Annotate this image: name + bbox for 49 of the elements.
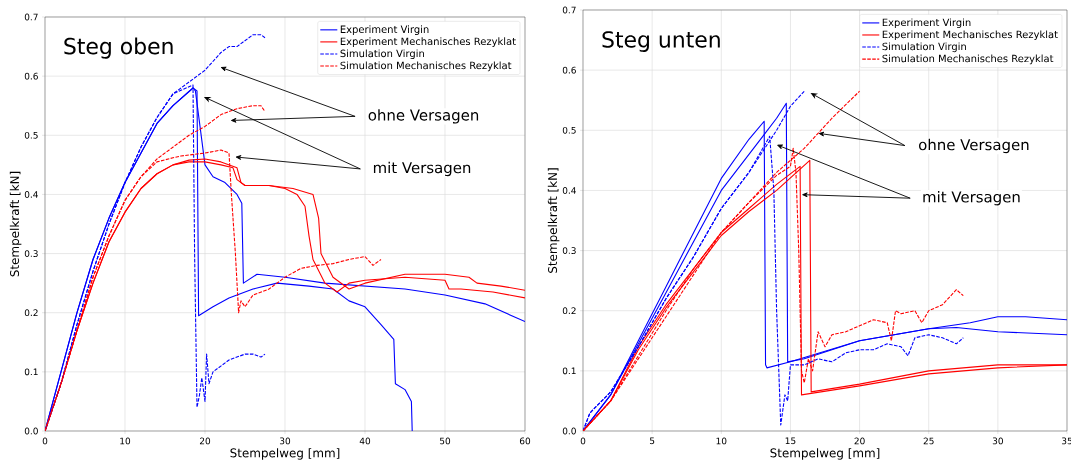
x-tick-label: 20 <box>199 437 211 445</box>
x-tick-label: 0 <box>580 437 586 445</box>
legend-label: Simulation Mechanisches Rezyklat <box>340 61 512 72</box>
x-tick-label: 25 <box>923 437 934 445</box>
x-tick-label: 20 <box>854 437 865 445</box>
x-tick-label: 35 <box>1061 437 1071 445</box>
annotation: ohne Versagen <box>918 138 1029 154</box>
y-tick-label: 0.2 <box>562 307 576 315</box>
y-tick-label: 0.0 <box>24 427 38 435</box>
legend-label: Experiment Virgin <box>882 18 971 29</box>
x-axis-title: Stempelweg [mm] <box>230 448 340 460</box>
x-tick-label: 30 <box>992 437 1003 445</box>
x-tick-label: 0 <box>42 437 48 445</box>
y-tick-label: 0.3 <box>24 250 38 257</box>
y-tick-label: 0.3 <box>562 247 576 254</box>
y-axis-title: Stempelkraft [kN] <box>547 168 560 273</box>
y-tick-label: 0.6 <box>24 72 38 80</box>
annotation: mit Versagen <box>923 190 1020 206</box>
x-tick-label: 40 <box>359 437 371 445</box>
annotation: mit Versagen <box>373 161 471 177</box>
x-axis-title: Stempelweg [mm] <box>770 448 880 460</box>
legend-label: Experiment Mechanisches Rezyklat <box>882 30 1058 41</box>
y-tick-label: 0.1 <box>24 368 38 376</box>
y-tick-label: 0.4 <box>24 191 38 198</box>
text: Steg unten <box>602 31 720 52</box>
y-tick-label: 0.0 <box>562 427 576 435</box>
y-axis-title: Stempelkraft [kN] <box>9 171 22 277</box>
y-tick-label: 0.1 <box>562 367 576 375</box>
y-tick-label: 0.4 <box>562 187 576 194</box>
x-tick-label: 10 <box>716 437 727 445</box>
legend-label: Simulation Mechanisches Rezyklat <box>882 54 1054 65</box>
legend-label: Experiment Mechanisches Rezyklat <box>340 37 516 48</box>
legend-label: Simulation Virgin <box>882 42 966 53</box>
y-tick-label: 0.7 <box>562 6 576 14</box>
x-tick-label: 50 <box>439 437 451 445</box>
x-tick-label: 60 <box>519 437 531 445</box>
x-tick-label: 5 <box>649 437 655 445</box>
legend-label: Experiment Virgin <box>340 25 429 35</box>
annotation: ohne Versagen <box>368 109 479 124</box>
y-tick-label: 0.5 <box>562 126 576 134</box>
y-tick-label: 0.2 <box>24 309 38 317</box>
x-tick-label: 30 <box>279 437 291 445</box>
x-tick-label: 10 <box>120 437 131 445</box>
y-tick-label: 0.6 <box>562 66 576 74</box>
legend-label: Simulation Virgin <box>340 49 424 60</box>
y-tick-label: 0.7 <box>24 13 38 21</box>
y-tick-label: 0.5 <box>24 131 38 139</box>
text: Steg oben <box>64 37 173 59</box>
x-tick-label: 15 <box>785 437 796 445</box>
